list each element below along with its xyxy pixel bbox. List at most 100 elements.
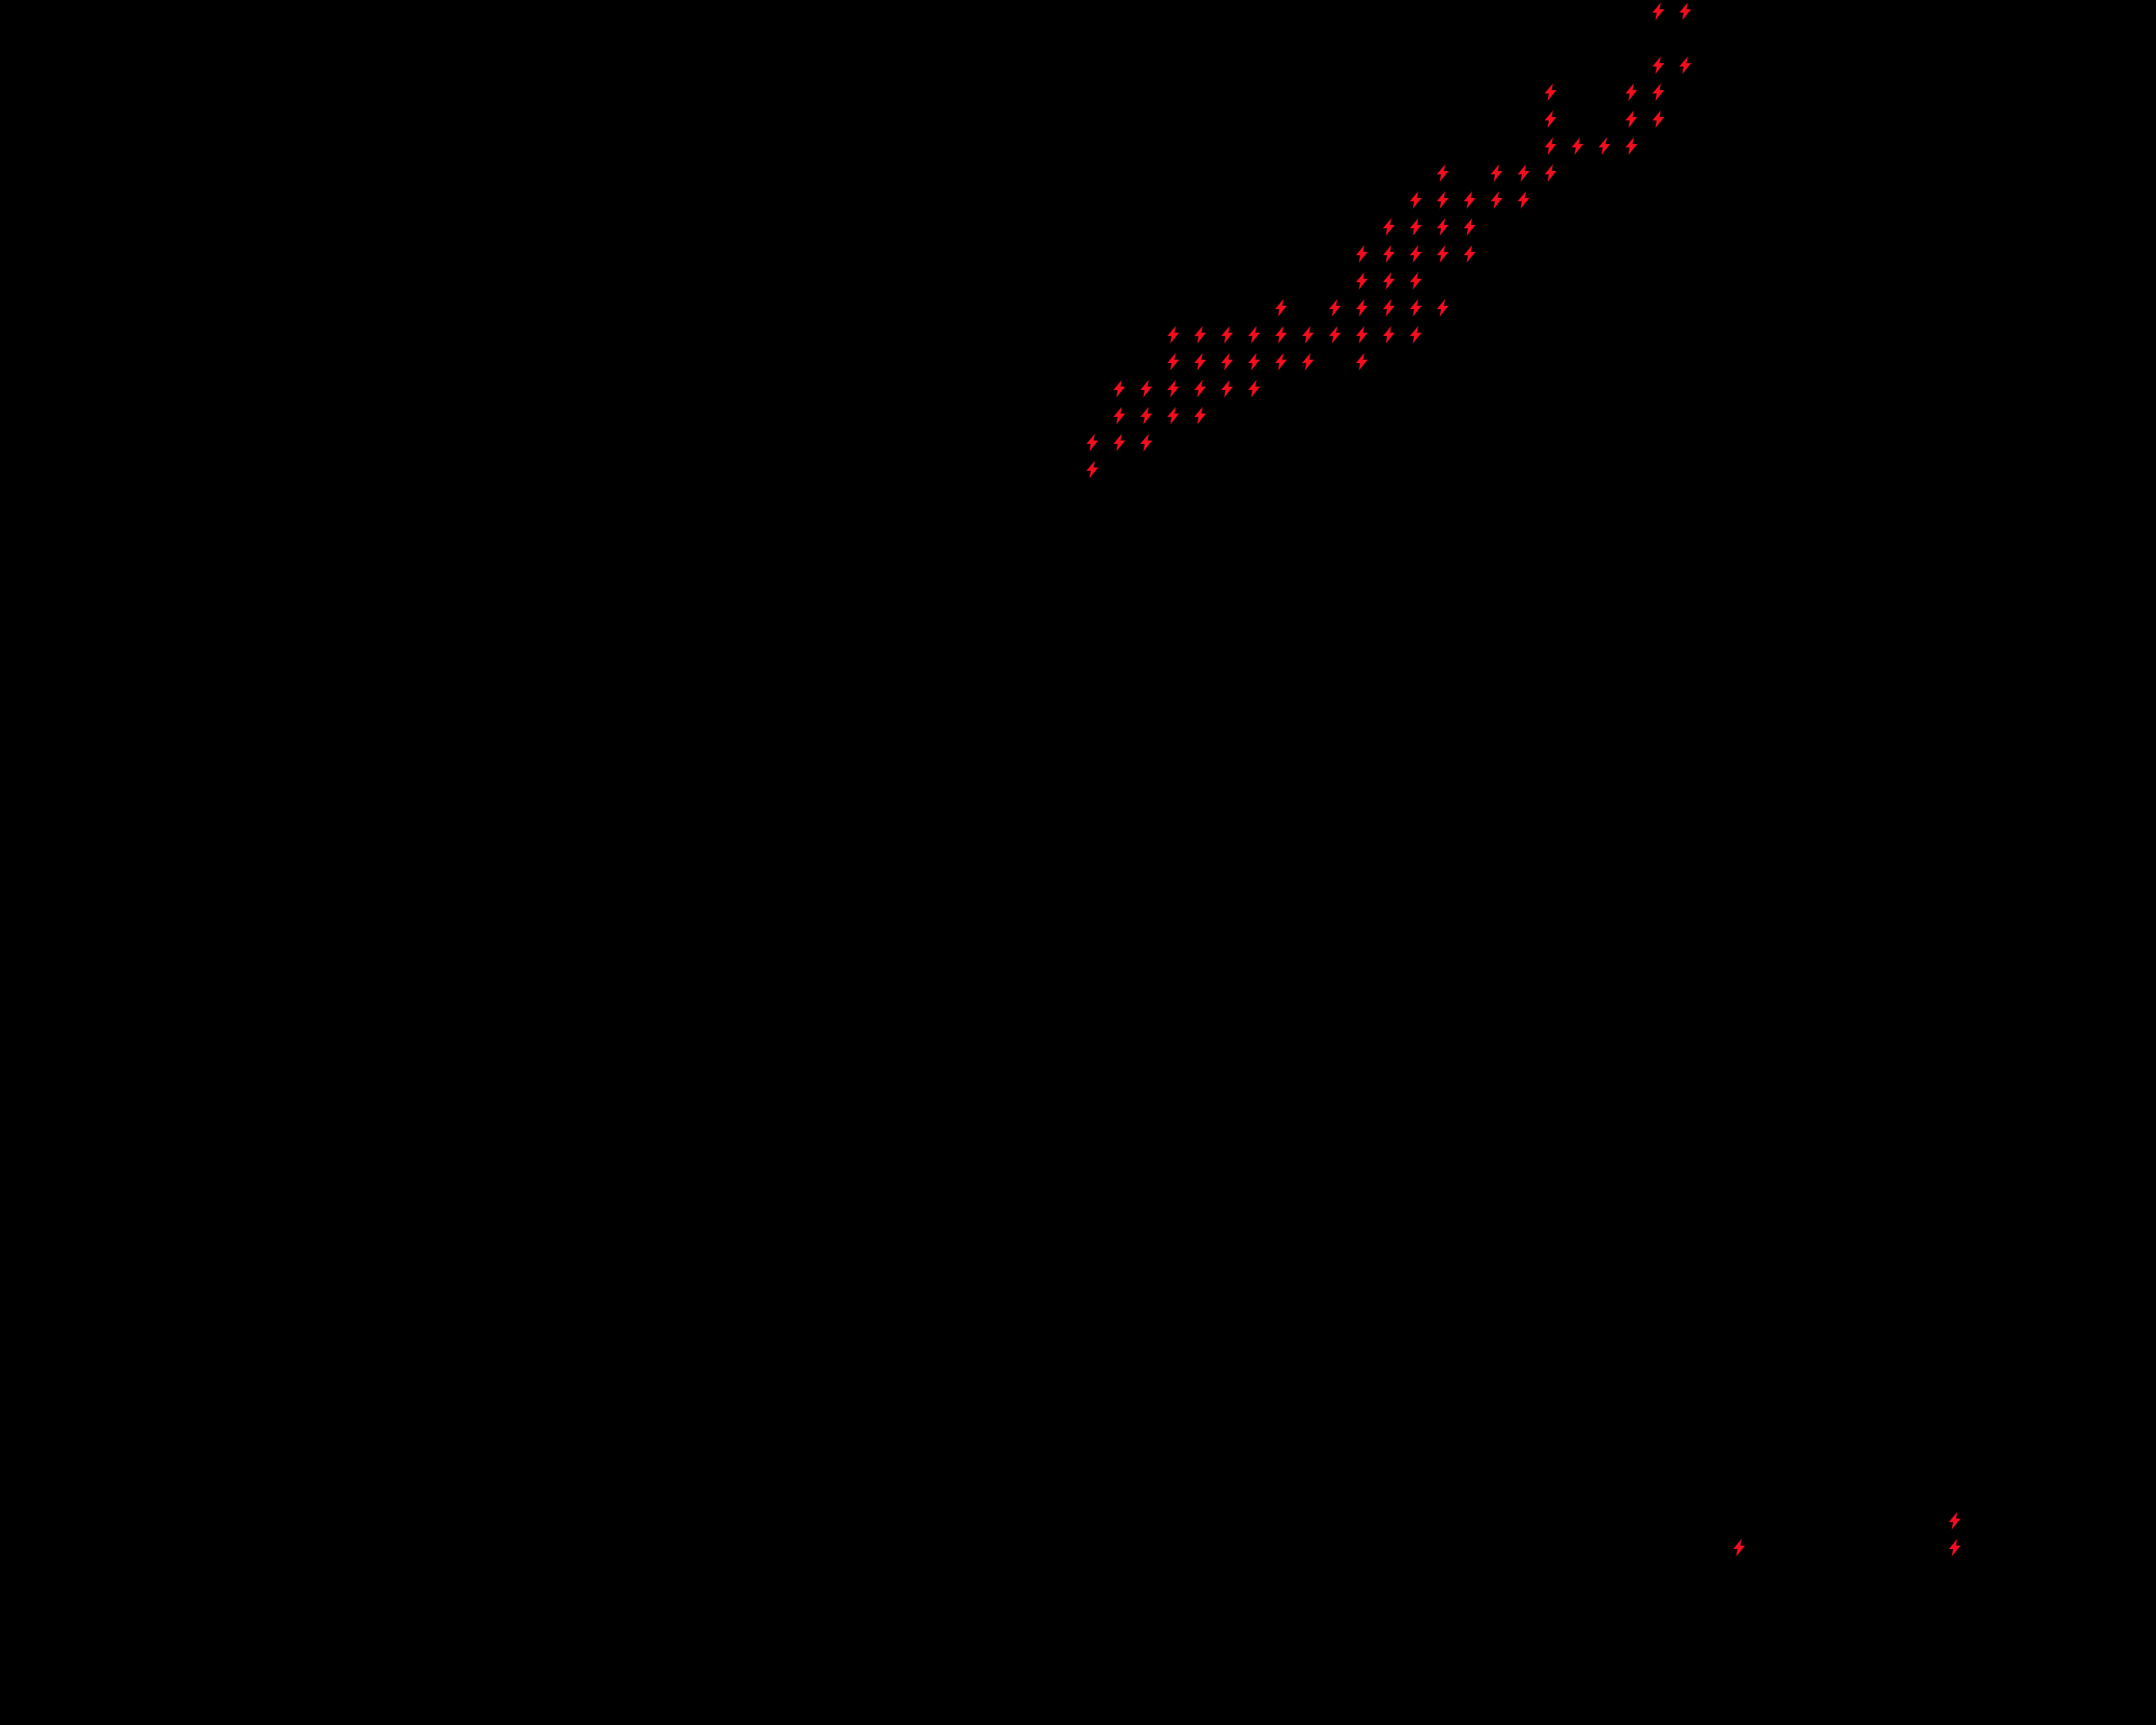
lightning-bolt-marker: [1220, 325, 1234, 344]
lightning-bolt-marker: [1436, 163, 1449, 182]
lightning-bolt-icon: [1437, 244, 1449, 263]
lightning-bolt-icon: [1410, 325, 1422, 344]
lightning-bolt-icon: [1437, 298, 1449, 317]
lightning-bolt-icon: [1383, 325, 1395, 344]
lightning-bolt-marker: [1678, 2, 1692, 20]
lightning-bolt-icon: [1383, 298, 1395, 317]
lightning-bolt-marker: [1382, 325, 1396, 344]
lightning-bolt-icon: [1113, 379, 1125, 398]
lightning-bolt-icon: [1491, 190, 1502, 209]
lightning-bolt-icon: [1086, 460, 1098, 478]
lightning-bolt-marker: [1328, 325, 1342, 344]
lightning-bolt-icon: [1545, 83, 1556, 101]
lightning-bolt-marker: [1625, 83, 1638, 101]
lightning-bolt-icon: [1652, 56, 1664, 74]
lightning-bolt-icon: [1356, 271, 1368, 290]
lightning-bolt-marker: [1220, 352, 1234, 371]
lightning-bolt-marker: [1436, 244, 1449, 263]
lightning-bolt-icon: [1545, 109, 1556, 128]
lightning-bolt-icon: [1140, 406, 1152, 425]
lightning-bolt-icon: [1167, 406, 1179, 425]
lightning-bolt-marker: [1301, 325, 1315, 344]
lightning-bolt-icon: [1652, 109, 1664, 128]
lightning-bolt-marker: [1193, 406, 1207, 425]
lightning-bolt-marker: [1382, 244, 1396, 263]
lightning-bolt-icon: [1194, 379, 1206, 398]
lightning-bolt-marker: [1113, 433, 1126, 451]
lightning-bolt-icon: [1437, 163, 1449, 182]
lightning-bolt-icon: [1652, 83, 1664, 101]
lightning-bolt-marker: [1463, 190, 1476, 209]
lightning-bolt-marker: [1544, 83, 1557, 101]
lightning-bolt-marker: [1490, 163, 1503, 182]
lightning-bolt-marker: [1625, 109, 1638, 128]
lightning-bolt-marker: [1086, 460, 1099, 478]
lightning-bolt-icon: [1383, 271, 1395, 290]
lightning-bolt-marker: [1382, 217, 1396, 236]
lightning-bolt-marker: [1193, 325, 1207, 344]
lightning-bolt-marker: [1086, 433, 1099, 451]
lightning-bolt-marker: [1409, 217, 1422, 236]
lightning-bolt-marker: [1247, 379, 1261, 398]
lightning-bolt-icon: [1167, 379, 1179, 398]
lightning-bolt-icon: [1518, 163, 1529, 182]
lightning-bolt-icon: [1518, 190, 1529, 209]
lightning-bolt-icon: [1356, 325, 1368, 344]
lightning-bolt-marker: [1409, 325, 1422, 344]
lightning-bolt-marker: [1113, 406, 1126, 425]
lightning-bolt-marker: [1544, 136, 1557, 155]
lightning-bolt-marker: [1517, 190, 1530, 209]
lightning-bolt-icon: [1329, 325, 1341, 344]
lightning-bolt-icon: [1410, 244, 1422, 263]
lightning-bolt-icon: [1598, 136, 1610, 155]
lightning-bolt-marker: [1436, 190, 1449, 209]
lightning-bolt-icon: [1437, 190, 1449, 209]
lightning-bolt-icon: [1302, 325, 1314, 344]
lightning-bolt-icon: [1356, 298, 1368, 317]
lightning-bolt-icon: [1113, 433, 1125, 451]
lightning-bolt-marker: [1382, 271, 1396, 290]
lightning-bolt-marker: [1652, 109, 1665, 128]
lightning-bolt-marker: [1652, 2, 1665, 20]
lightning-bolt-icon: [1625, 136, 1637, 155]
lightning-bolt-icon: [1679, 2, 1691, 20]
lightning-bolt-icon: [1949, 1538, 1961, 1557]
lightning-bolt-icon: [1383, 244, 1395, 263]
lightning-bolt-marker: [1301, 352, 1315, 371]
lightning-bolt-icon: [1167, 325, 1179, 344]
lightning-bolt-marker: [1139, 379, 1153, 398]
lightning-bolt-marker: [1166, 406, 1180, 425]
lightning-bolt-marker: [1193, 352, 1207, 371]
lightning-bolt-marker: [1355, 244, 1369, 263]
lightning-bolt-icon: [1275, 298, 1287, 317]
lightning-bolt-icon: [1194, 406, 1206, 425]
lightning-bolt-icon: [1356, 352, 1368, 371]
lightning-bolt-marker: [1948, 1511, 1961, 1530]
lightning-bolt-marker: [1220, 379, 1234, 398]
lightning-bolt-marker: [1652, 56, 1665, 74]
lightning-bolt-icon: [1275, 325, 1287, 344]
lightning-bolt-icon: [1356, 244, 1368, 263]
lightning-bolt-icon: [1221, 379, 1233, 398]
lightning-bolt-marker: [1598, 136, 1611, 155]
lightning-bolt-icon: [1625, 109, 1637, 128]
lightning-bolt-icon: [1383, 217, 1395, 236]
lightning-bolt-marker: [1355, 325, 1369, 344]
lightning-bolt-marker: [1409, 190, 1422, 209]
lightning-bolt-icon: [1545, 136, 1556, 155]
lightning-bolt-icon: [1194, 352, 1206, 371]
lightning-bolt-marker: [1625, 136, 1638, 155]
lightning-bolt-marker: [1382, 298, 1396, 317]
lightning-bolt-marker: [1274, 325, 1288, 344]
lightning-bolt-marker: [1409, 244, 1422, 263]
lightning-bolt-marker: [1678, 56, 1692, 74]
lightning-bolt-icon: [1491, 163, 1502, 182]
lightning-bolt-icon: [1410, 217, 1422, 236]
lightning-bolt-marker: [1113, 379, 1126, 398]
lightning-bolt-marker: [1490, 190, 1503, 209]
lightning-bolt-marker: [1193, 379, 1207, 398]
lightning-bolt-marker: [1355, 352, 1369, 371]
lightning-bolt-marker: [1328, 298, 1342, 317]
